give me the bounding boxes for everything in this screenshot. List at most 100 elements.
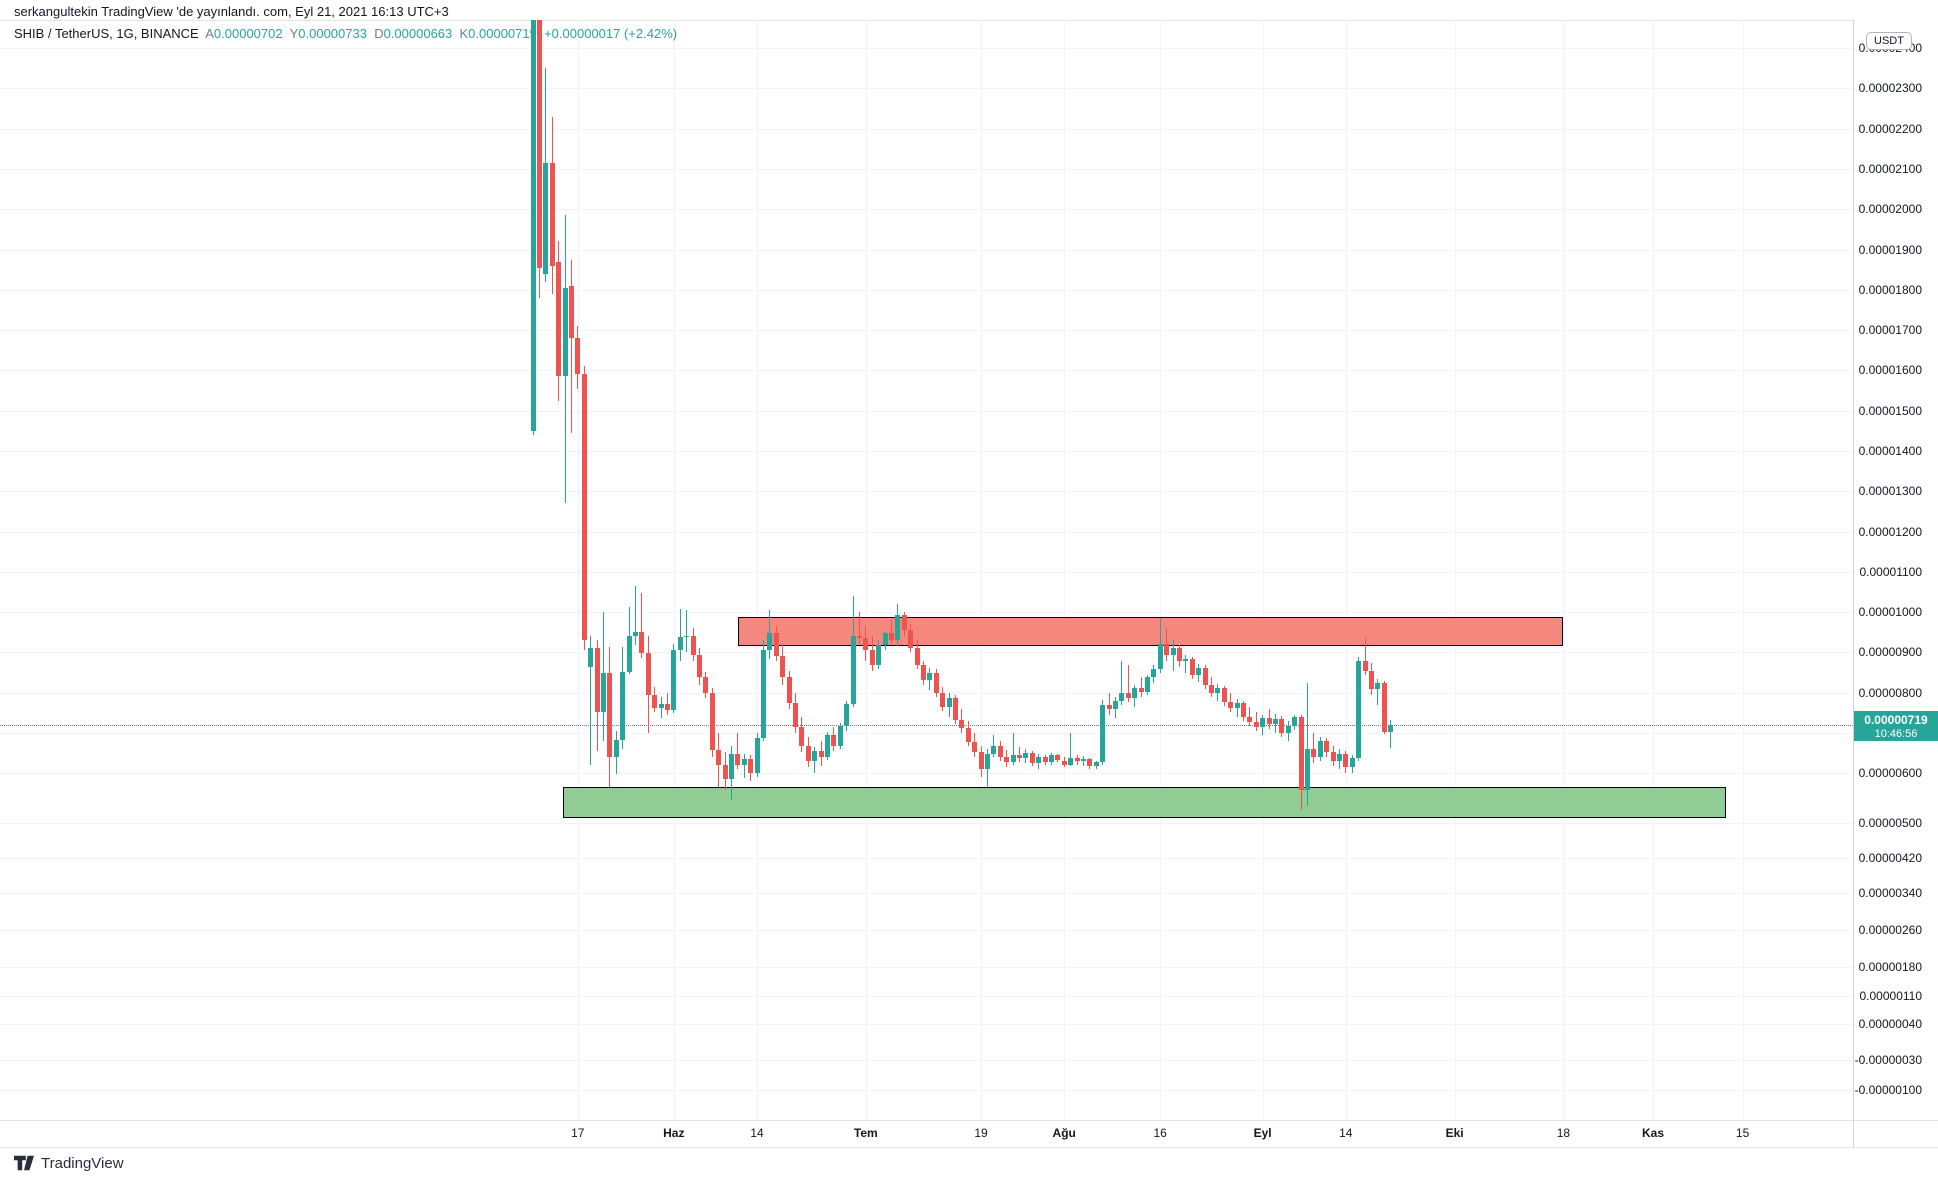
candle-body: [575, 338, 581, 375]
h-gridline: [0, 996, 1853, 997]
candle-body: [664, 704, 670, 710]
v-gridline: [866, 20, 867, 1120]
time-axis-label[interactable]: 15: [1735, 1126, 1750, 1140]
current-price-badge: 0.00000719 10:46:56: [1854, 711, 1938, 741]
candle-body: [901, 615, 907, 631]
ohlc-value: 0.00000663: [383, 26, 453, 41]
price-axis-label: 0.00001900: [1858, 243, 1922, 257]
price-axis-label: 0.00001100: [1859, 565, 1922, 579]
price-axis-label: 0.00000040: [1858, 1017, 1922, 1031]
resistance-zone[interactable]: [737, 617, 1564, 647]
bar-countdown-timer: 10:46:56: [1874, 728, 1918, 740]
candle-body: [1125, 692, 1131, 698]
candle-body: [863, 638, 869, 651]
candle-body: [1132, 687, 1138, 698]
candle-body: [639, 631, 645, 654]
candle-body: [1234, 702, 1240, 709]
support-zone[interactable]: [563, 787, 1726, 819]
candle-body: [556, 261, 562, 377]
candle-body: [850, 636, 856, 705]
h-gridline: [0, 330, 1853, 331]
attribution-header: serkangultekin TradingView 'de yayınland…: [14, 4, 449, 19]
time-axis-label[interactable]: 18: [1556, 1126, 1571, 1140]
v-gridline: [1064, 20, 1065, 1120]
candle-body: [799, 727, 805, 746]
candle-wick: [634, 586, 636, 646]
candle-wick: [743, 754, 745, 779]
time-axis-label[interactable]: Ağu: [1052, 1126, 1076, 1140]
time-axis-label[interactable]: Haz: [663, 1126, 685, 1140]
price-axis-label: 0.00001200: [1858, 525, 1922, 539]
v-gridline: [1563, 20, 1564, 1120]
candle-body: [1285, 725, 1291, 734]
price-axis-label: 0.00000110: [1859, 989, 1922, 1003]
candle-body: [1119, 692, 1125, 701]
time-axis-label[interactable]: Kas: [1641, 1126, 1665, 1140]
h-gridline: [0, 893, 1853, 894]
v-gridline: [981, 20, 982, 1120]
candle-body: [1260, 717, 1266, 728]
tradingview-logo-text[interactable]: TradingView: [41, 1154, 124, 1172]
price-axis-label: -0.00000100: [1854, 1083, 1922, 1097]
candle-body: [607, 673, 613, 758]
candle-body: [1157, 644, 1163, 670]
h-gridline: [0, 572, 1853, 573]
candle-body: [594, 648, 600, 713]
v-gridline: [674, 20, 675, 1120]
time-axis[interactable]: 17 Haz 14 Tem 19 Ağu 16 Eyl 14 Eki 18 Kas 15: [0, 1121, 1853, 1147]
candle-body: [1112, 700, 1118, 709]
candle-wick: [1166, 628, 1168, 661]
candle-body: [671, 650, 677, 710]
candle-body: [1202, 667, 1208, 685]
time-axis-label[interactable]: 14: [1339, 1126, 1353, 1140]
candle-body: [588, 647, 594, 667]
candle-body: [767, 633, 773, 651]
chart-pane[interactable]: SHIB / TetherUS, 1G, BINANCE A0.00000702…: [0, 20, 1853, 1120]
candle-body: [1324, 741, 1330, 753]
candle-body: [1298, 716, 1304, 790]
pane-top-border: [0, 20, 1938, 21]
tradingview-attribution-footer[interactable]: TradingView: [13, 1153, 124, 1173]
candle-body: [876, 645, 882, 665]
candle-body: [1311, 749, 1317, 758]
candle-body: [927, 672, 933, 680]
candle-body: [908, 630, 914, 648]
time-axis-label[interactable]: Eki: [1445, 1126, 1464, 1140]
time-axis-label[interactable]: Eyl: [1253, 1126, 1272, 1140]
price-axis-label: 0.00002300: [1858, 81, 1922, 95]
candle-body: [984, 754, 990, 770]
time-axis-label[interactable]: Tem: [853, 1126, 878, 1140]
h-gridline: [0, 858, 1853, 859]
candle-body: [748, 759, 754, 774]
candle-body: [1106, 704, 1112, 709]
symbol-legend[interactable]: SHIB / TetherUS, 1G, BINANCE A0.00000702…: [14, 26, 677, 41]
candle-body: [920, 665, 926, 680]
ohlc-label: Y: [289, 26, 299, 41]
candle-body: [1304, 749, 1310, 790]
candle-body: [1036, 757, 1042, 764]
candle-body: [1100, 704, 1106, 763]
price-axis-label: -0.00000030: [1854, 1053, 1922, 1067]
h-gridline: [0, 129, 1853, 130]
candle-body: [1016, 755, 1022, 759]
h-gridline: [0, 209, 1853, 210]
candle-wick: [1082, 756, 1084, 767]
candle-body: [1368, 670, 1374, 689]
time-axis-label[interactable]: 16: [1153, 1126, 1167, 1140]
time-axis-label[interactable]: 17: [571, 1126, 585, 1140]
v-gridline: [1346, 20, 1347, 1120]
candle-body: [754, 737, 760, 774]
time-axis-label[interactable]: 19: [974, 1126, 988, 1140]
symbol-title: SHIB / TetherUS, 1G, BINANCE: [14, 26, 199, 41]
time-axis-label[interactable]: 14: [750, 1126, 764, 1140]
candle-body: [1042, 757, 1048, 763]
currency-unit-badge[interactable]: USDT: [1866, 32, 1912, 50]
price-axis[interactable]: USDT 0.000024000.000023000.000022000.000…: [1854, 20, 1938, 1120]
v-gridline: [578, 20, 579, 1120]
tradingview-logo-icon[interactable]: [13, 1153, 35, 1173]
h-gridline: [0, 88, 1853, 89]
candle-body: [1362, 660, 1368, 671]
h-gridline: [0, 451, 1853, 452]
candle-body: [1055, 755, 1061, 761]
candle-wick: [570, 259, 572, 433]
